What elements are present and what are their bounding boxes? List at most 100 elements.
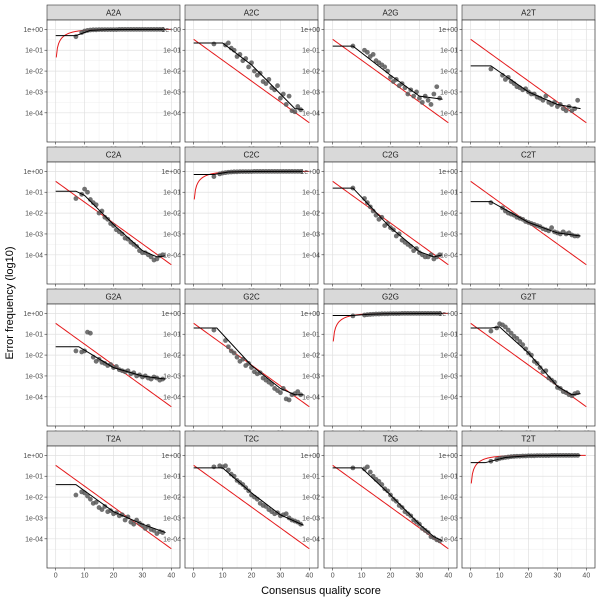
fitted-error-line	[193, 327, 304, 396]
y-tick-label: 1e-01	[25, 48, 43, 55]
x-tick-label: 40	[305, 573, 313, 580]
y-tick-label: 1e-01	[440, 190, 458, 197]
y-tick-label: 1e-01	[440, 474, 458, 481]
data-point	[211, 464, 217, 470]
fitted-error-line	[55, 484, 166, 534]
y-tick-label: 1e+00	[23, 311, 43, 318]
data-point	[283, 511, 289, 517]
x-tick-label: 10	[496, 573, 504, 580]
panel-marks	[332, 464, 449, 550]
panel-marks	[193, 38, 310, 124]
y-tick-label: 1e-03	[25, 89, 43, 96]
panel-grid: A2A 1e+00 1e-01 1e-02 1e-03 1e-04 0 10 20 30 40 A2C…	[23, 4, 596, 580]
y-tick-label: 1e-03	[163, 231, 181, 238]
data-point	[514, 336, 520, 341]
fitted-error-line	[470, 201, 581, 237]
y-tick-label: 1e+00	[161, 169, 181, 176]
nominal-error-line	[55, 180, 172, 266]
y-tick-label: 1e-04	[163, 536, 181, 543]
y-tick-label: 1e-03	[302, 231, 320, 238]
facet-panel: T2C 1e+00 1e-01 1e-02 1e-03 1e-04 0 10 20 30 40	[161, 430, 319, 580]
y-tick-label: 1e+00	[438, 311, 458, 318]
data-point	[225, 467, 231, 473]
data-point	[295, 389, 301, 394]
y-tick-label: 1e-04	[302, 394, 320, 401]
fitted-error-line	[470, 65, 581, 110]
data-point	[385, 488, 391, 494]
data-point	[528, 352, 534, 358]
facet-strip-label: C2C	[243, 151, 259, 160]
nominal-error-line	[332, 180, 449, 266]
fitted-error-line	[332, 187, 443, 258]
data-point	[364, 49, 370, 55]
data-point	[240, 482, 246, 487]
y-tick-label: 1e-03	[440, 231, 458, 238]
data-point	[417, 95, 422, 101]
y-tick-label: 1e-02	[25, 211, 43, 218]
x-tick-label: 0	[192, 573, 196, 580]
nominal-error-line	[55, 322, 172, 408]
panel-marks	[470, 452, 586, 484]
data-point	[379, 214, 385, 220]
y-tick-label: 1e-03	[302, 373, 320, 380]
data-point	[520, 342, 526, 348]
y-tick-label: 1e-03	[163, 515, 181, 522]
fitted-error-line	[55, 346, 166, 380]
data-point	[488, 328, 494, 334]
data-point	[549, 225, 555, 231]
x-tick-label: 30	[139, 573, 147, 580]
x-tick-label: 20	[110, 573, 118, 580]
x-tick-label: 0	[469, 573, 473, 580]
panel-marks	[332, 310, 448, 342]
y-tick-label: 1e+00	[438, 27, 458, 34]
data-point	[286, 397, 292, 403]
y-tick-label: 1e-02	[163, 69, 181, 76]
data-point	[405, 91, 411, 97]
data-point	[119, 231, 125, 237]
facet-strip-label: A2A	[106, 9, 122, 18]
y-tick-label: 1e-02	[302, 353, 320, 360]
y-tick-label: 1e-02	[440, 69, 458, 76]
data-point	[73, 492, 79, 498]
y-tick-label: 1e-01	[163, 474, 181, 481]
data-point	[502, 324, 508, 330]
panel-marks	[55, 26, 171, 58]
y-tick-label: 1e-02	[25, 495, 43, 502]
data-point	[234, 354, 240, 360]
data-point	[286, 93, 292, 99]
data-point	[411, 93, 417, 99]
y-axis-title: Error frequency (log10)	[4, 246, 16, 359]
y-tick-label: 1e-02	[163, 353, 181, 360]
panel-marks	[470, 38, 587, 124]
data-point	[278, 95, 283, 101]
data-point	[370, 208, 376, 214]
panel-marks	[470, 321, 587, 408]
data-point	[275, 83, 280, 89]
nominal-error-line	[193, 464, 310, 550]
fitted-error-line	[55, 28, 166, 37]
panel-marks	[55, 322, 172, 408]
facet-panel: T2T 1e+00 1e-01 1e-02 1e-03 1e-04 0 10 20 30 40	[438, 430, 596, 580]
y-tick-label: 1e-03	[440, 89, 458, 96]
y-tick-label: 1e-03	[302, 89, 320, 96]
y-tick-label: 1e-04	[25, 394, 43, 401]
y-tick-label: 1e+00	[23, 169, 43, 176]
y-tick-label: 1e-01	[25, 474, 43, 481]
data-point	[211, 41, 217, 47]
y-tick-label: 1e-01	[440, 332, 458, 339]
panel-marks	[332, 38, 449, 124]
y-tick-label: 1e-02	[163, 211, 181, 218]
data-point	[211, 327, 217, 333]
facet-strip-label: C2A	[106, 151, 122, 160]
y-tick-label: 1e-04	[302, 536, 320, 543]
panel-marks	[55, 180, 172, 266]
nominal-error-line	[332, 38, 449, 124]
y-tick-label: 1e-01	[302, 474, 320, 481]
fitted-error-line	[55, 190, 166, 258]
